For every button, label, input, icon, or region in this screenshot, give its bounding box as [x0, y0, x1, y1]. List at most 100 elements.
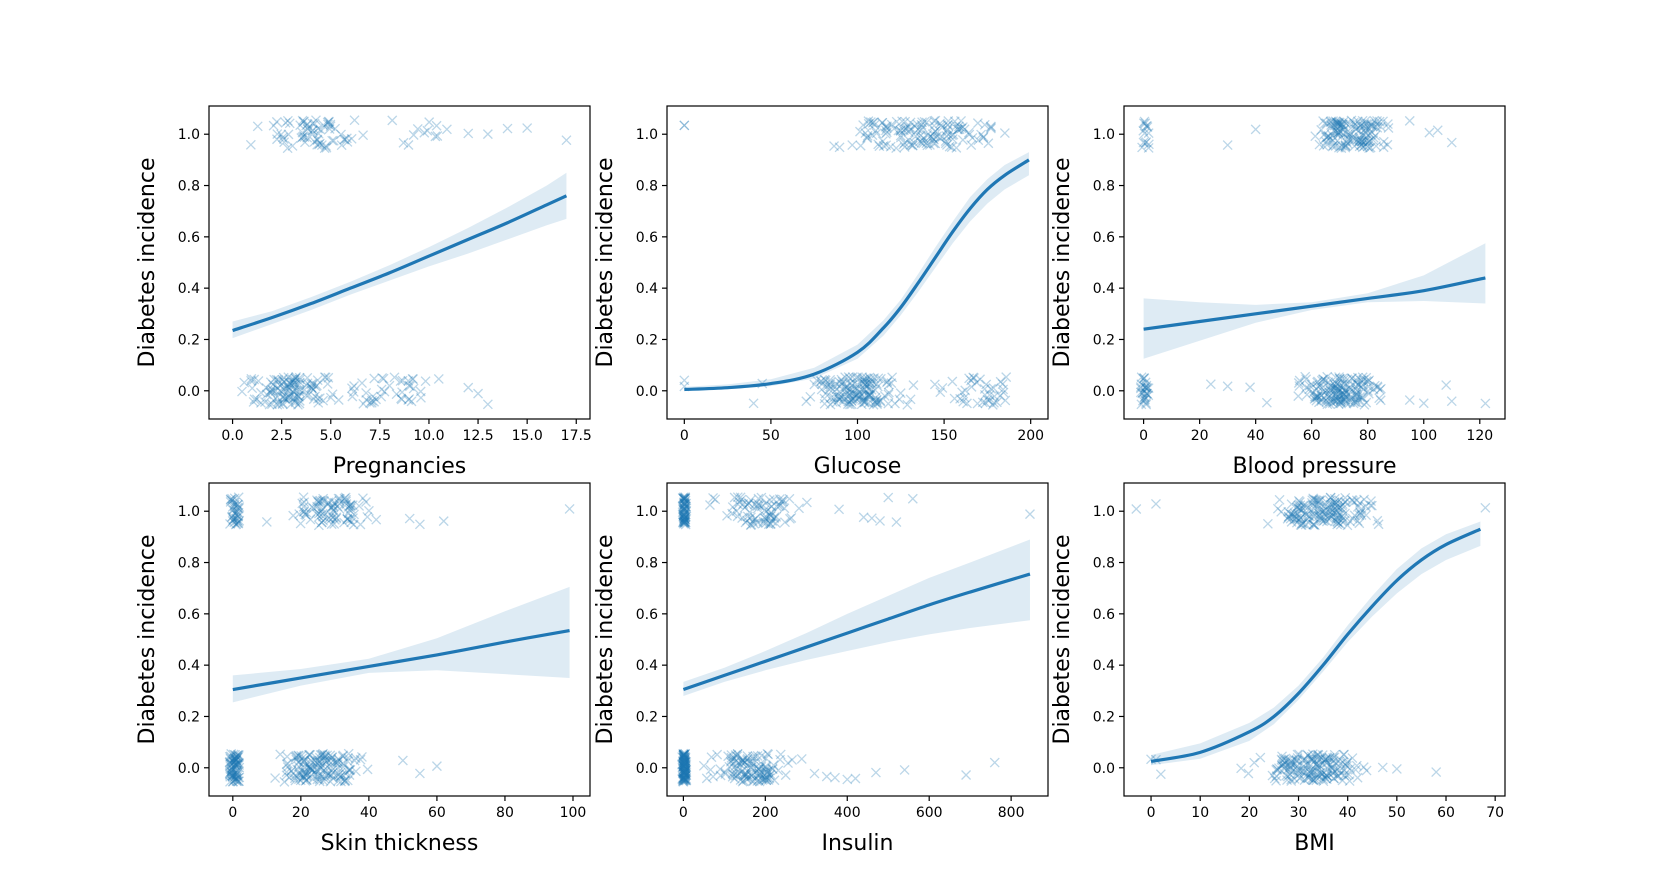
scatter-point-non-diabetic [860, 396, 871, 407]
scatter-point-non-diabetic [859, 397, 870, 408]
scatter-point-diabetic [1338, 512, 1348, 523]
scatter-point-non-diabetic [292, 399, 303, 410]
scatter-point-diabetic [1301, 509, 1312, 520]
scatter-point-diabetic [1360, 127, 1371, 138]
scatter-point-non-diabetic [1276, 754, 1287, 765]
x-tick-label: 0 [228, 805, 237, 821]
y-tick-label: 0.6 [1093, 607, 1115, 623]
scatter-point-diabetic [877, 117, 888, 128]
scatter-point-diabetic [905, 139, 916, 150]
scatter-point-diabetic [228, 514, 239, 525]
scatter-point-non-diabetic [1350, 384, 1361, 395]
scatter-point-diabetic [438, 516, 449, 527]
scatter-point-diabetic [940, 138, 951, 149]
scatter-point-diabetic [1333, 117, 1344, 128]
scatter-point-non-diabetic [1337, 373, 1348, 384]
scatter-point-diabetic [284, 118, 295, 129]
scatter-point-non-diabetic [679, 750, 689, 761]
scatter-point-non-diabetic [836, 374, 847, 385]
scatter-point-non-diabetic [232, 770, 243, 781]
scatter-point-diabetic [1335, 519, 1346, 530]
scatter-point-non-diabetic [743, 773, 754, 783]
scatter-point-non-diabetic [1336, 768, 1346, 779]
scatter-point-non-diabetic [737, 755, 748, 766]
scatter-point-diabetic [329, 514, 340, 525]
scatter-point-non-diabetic [302, 378, 313, 389]
scatter-point-diabetic [1330, 515, 1341, 526]
scatter-point-non-diabetic [338, 758, 349, 769]
scatter-point-non-diabetic [730, 756, 741, 767]
scatter-point-non-diabetic [705, 764, 716, 775]
scatter-point-non-diabetic [228, 756, 239, 767]
scatter-point-diabetic [776, 496, 787, 507]
scatter-point-diabetic [354, 500, 365, 511]
scatter-point-non-diabetic [822, 380, 833, 391]
scatter-point-non-diabetic [256, 397, 266, 408]
y-tick-label: 0.8 [1093, 556, 1115, 572]
scatter-point-diabetic [278, 134, 289, 144]
scatter-point-diabetic [328, 512, 338, 523]
scatter-point-diabetic [1320, 118, 1330, 129]
scatter-point-non-diabetic [315, 764, 326, 775]
scatter-point-diabetic [1327, 505, 1338, 516]
scatter-point-diabetic [482, 129, 493, 140]
scatter-point-diabetic [1316, 515, 1327, 526]
scatter-point-non-diabetic [769, 775, 780, 786]
scatter-point-diabetic [918, 135, 928, 146]
scatter-point-non-diabetic [1353, 395, 1364, 406]
scatter-point-diabetic [1332, 130, 1343, 141]
scatter-point-diabetic [1329, 120, 1340, 131]
scatter-point-diabetic [1371, 141, 1382, 152]
scatter-point-diabetic [764, 495, 775, 505]
scatter-point-diabetic [1025, 509, 1035, 520]
scatter-point-non-diabetic [679, 766, 690, 777]
scatter-point-non-diabetic [283, 395, 294, 406]
scatter-point-diabetic [339, 134, 350, 145]
scatter-point-non-diabetic [231, 776, 242, 787]
scatter-point-non-diabetic [1302, 389, 1312, 400]
scatter-point-non-diabetic [966, 375, 976, 386]
scatter-point-diabetic [1139, 128, 1150, 139]
scatter-point-diabetic [1348, 497, 1359, 507]
scatter-point-non-diabetic [1311, 754, 1322, 765]
scatter-point-diabetic [936, 120, 947, 131]
scatter-point-non-diabetic [305, 763, 316, 774]
scatter-point-diabetic [339, 517, 349, 528]
scatter-point-non-diabetic [1307, 753, 1318, 764]
scatter-point-diabetic [742, 515, 753, 526]
scatter-point-non-diabetic [260, 397, 270, 407]
scatter-point-diabetic [1282, 513, 1293, 524]
scatter-point-non-diabetic [764, 773, 775, 784]
scatter-point-non-diabetic [871, 395, 882, 406]
scatter-point-diabetic [1378, 136, 1389, 147]
scatter-point-diabetic [1354, 132, 1365, 143]
scatter-point-diabetic [778, 496, 788, 507]
y-tick-label: 0.8 [178, 556, 200, 572]
scatter-point-non-diabetic [295, 775, 306, 786]
x-tick-label: 100 [560, 805, 587, 821]
scatter-point-non-diabetic [841, 385, 852, 396]
scatter-point-diabetic [261, 516, 272, 527]
scatter-point-non-diabetic [1314, 754, 1325, 765]
scatter-point-non-diabetic [332, 756, 343, 767]
scatter-point-diabetic [979, 119, 990, 130]
scatter-point-diabetic [1331, 498, 1342, 509]
scatter-point-diabetic [1324, 510, 1335, 521]
scatter-point-non-diabetic [1317, 769, 1328, 780]
scatter-point-diabetic [403, 140, 414, 150]
scatter-point-non-diabetic [849, 378, 860, 389]
scatter-point-diabetic [348, 519, 359, 530]
scatter-point-diabetic [318, 493, 329, 504]
scatter-point-diabetic [905, 117, 916, 128]
scatter-point-diabetic [1296, 520, 1307, 531]
scatter-point-non-diabetic [1315, 767, 1326, 778]
scatter-point-non-diabetic [230, 749, 241, 760]
scatter-point-diabetic [921, 117, 932, 128]
scatter-point-non-diabetic [277, 392, 288, 403]
scatter-point-diabetic [874, 141, 885, 152]
scatter-point-diabetic [928, 138, 939, 149]
x-tick-label: 50 [1388, 805, 1406, 821]
scatter-point-non-diabetic [1314, 760, 1325, 771]
scatter-point-diabetic [771, 511, 782, 522]
scatter-point-non-diabetic [1361, 376, 1372, 387]
